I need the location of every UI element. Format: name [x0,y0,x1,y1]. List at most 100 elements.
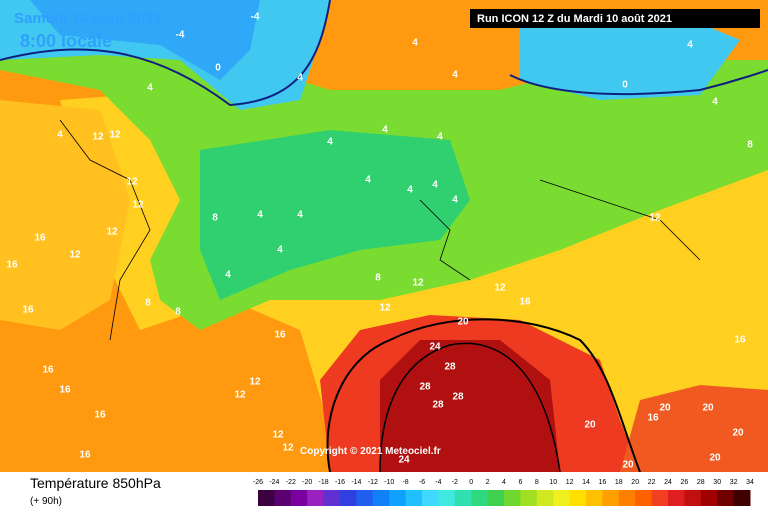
contour-label: 28 [419,382,431,393]
zone-hot-east [620,385,768,472]
legend-tick: 26 [681,479,689,486]
contour-line [326,318,641,473]
legend-tick: -24 [269,479,279,486]
legend-swatch [290,490,308,506]
contour-label: 16 [22,305,34,316]
legend-swatch [389,490,407,506]
contour-label: 4 [407,185,413,196]
legend-tick: 8 [535,479,539,486]
contour-label: 12 [132,200,144,211]
contour-line [379,342,561,473]
contour-label: 28 [432,400,444,411]
contour-label: 20 [732,428,744,439]
contour-label: -4 [251,12,260,23]
legend-swatch [618,490,636,506]
contour-label: 4 [327,137,333,148]
legend-tick: 14 [582,479,590,486]
coastline [59,119,701,341]
legend-swatch [684,490,702,506]
zone-very-hot [380,340,560,472]
contour-label: 16 [274,330,286,341]
contour-label: 16 [59,385,71,396]
legend-swatch [520,490,538,506]
contour-label: 24 [398,455,410,466]
legend-swatch [340,490,357,506]
contour-label: 12 [494,283,506,294]
contour-label: 16 [79,450,91,461]
contour-label: 4 [412,38,418,49]
contour-label: 20 [584,420,596,431]
contour-label: 4 [382,125,388,136]
time: 8:00 locale [20,31,112,51]
legend-tick: -20 [302,479,312,486]
contour-label: 12 [69,250,81,261]
legend-tick: 10 [549,479,557,486]
contour-label: 4 [147,83,153,94]
contour-line [509,69,768,96]
contour-label: 4 [257,210,263,221]
legend-tick: -4 [435,479,441,486]
contour-label: 4 [452,70,458,81]
legend-swatch [323,490,341,506]
run-box [470,9,760,28]
legend-swatch [668,490,685,506]
contour-label: 20 [702,403,714,414]
contour-label: 4 [432,180,438,191]
contour-label: 8 [175,307,181,318]
legend-tick: -22 [286,479,296,486]
legend-tick: 20 [631,479,639,486]
legend-swatch [717,490,735,506]
contour-label: 0 [622,80,628,91]
copyright: Copyright © 2021 Meteociel.fr [300,446,441,457]
legend-tick: 24 [664,479,672,486]
contour-label: 4 [297,210,303,221]
legend-tick: 4 [502,479,506,486]
contour-label: 12 [234,390,246,401]
contour-label: 8 [145,298,151,309]
contour-label: 4 [452,195,458,206]
legend-swatch [733,490,751,506]
legend-swatch [536,490,554,506]
legend-tick: 28 [697,479,705,486]
legend-swatch [602,490,620,506]
legend-swatch [438,490,456,506]
legend-swatch [258,490,275,506]
footer-lead: (+ 90h) [30,496,62,507]
contour-label: 20 [709,453,721,464]
contour-label: 4 [297,73,303,84]
contour-label: 12 [92,132,104,143]
date: Samedi 14 août 2021 [14,10,162,27]
legend-tick: -6 [419,479,425,486]
legend-tick: 12 [566,479,574,486]
legend-swatch [504,490,521,506]
legend-tick: -8 [402,479,408,486]
contour-label: 8 [375,273,381,284]
zone-yellow-west [0,100,130,330]
contour-label: 16 [519,297,531,308]
zone-cool [200,130,470,300]
contour-line [0,0,331,107]
contour-label: 28 [452,392,464,403]
legend-tick: -2 [452,479,458,486]
legend-tick: 32 [730,479,738,486]
legend-swatch [700,490,718,506]
legend-tick: 30 [713,479,721,486]
contour-label: 12 [126,177,138,188]
contour-label: 4 [57,130,63,141]
contour-label: 12 [272,430,284,441]
contour-label: 16 [647,413,659,424]
contour-label: 12 [249,377,261,388]
run: Run ICON 12 Z du Mardi 10 août 2021 [477,13,672,25]
contour-label: 12 [109,130,121,141]
contour-label: 28 [444,362,456,373]
legend-tick: 6 [518,479,522,486]
legend-swatch [307,490,325,506]
footer-title: Température 850hPa [30,475,161,491]
contour-label: 4 [365,175,371,186]
legend-tick: 0 [469,479,473,486]
legend-swatch [553,490,571,506]
legend-tick: 16 [599,479,607,486]
legend-tick: -10 [384,479,394,486]
